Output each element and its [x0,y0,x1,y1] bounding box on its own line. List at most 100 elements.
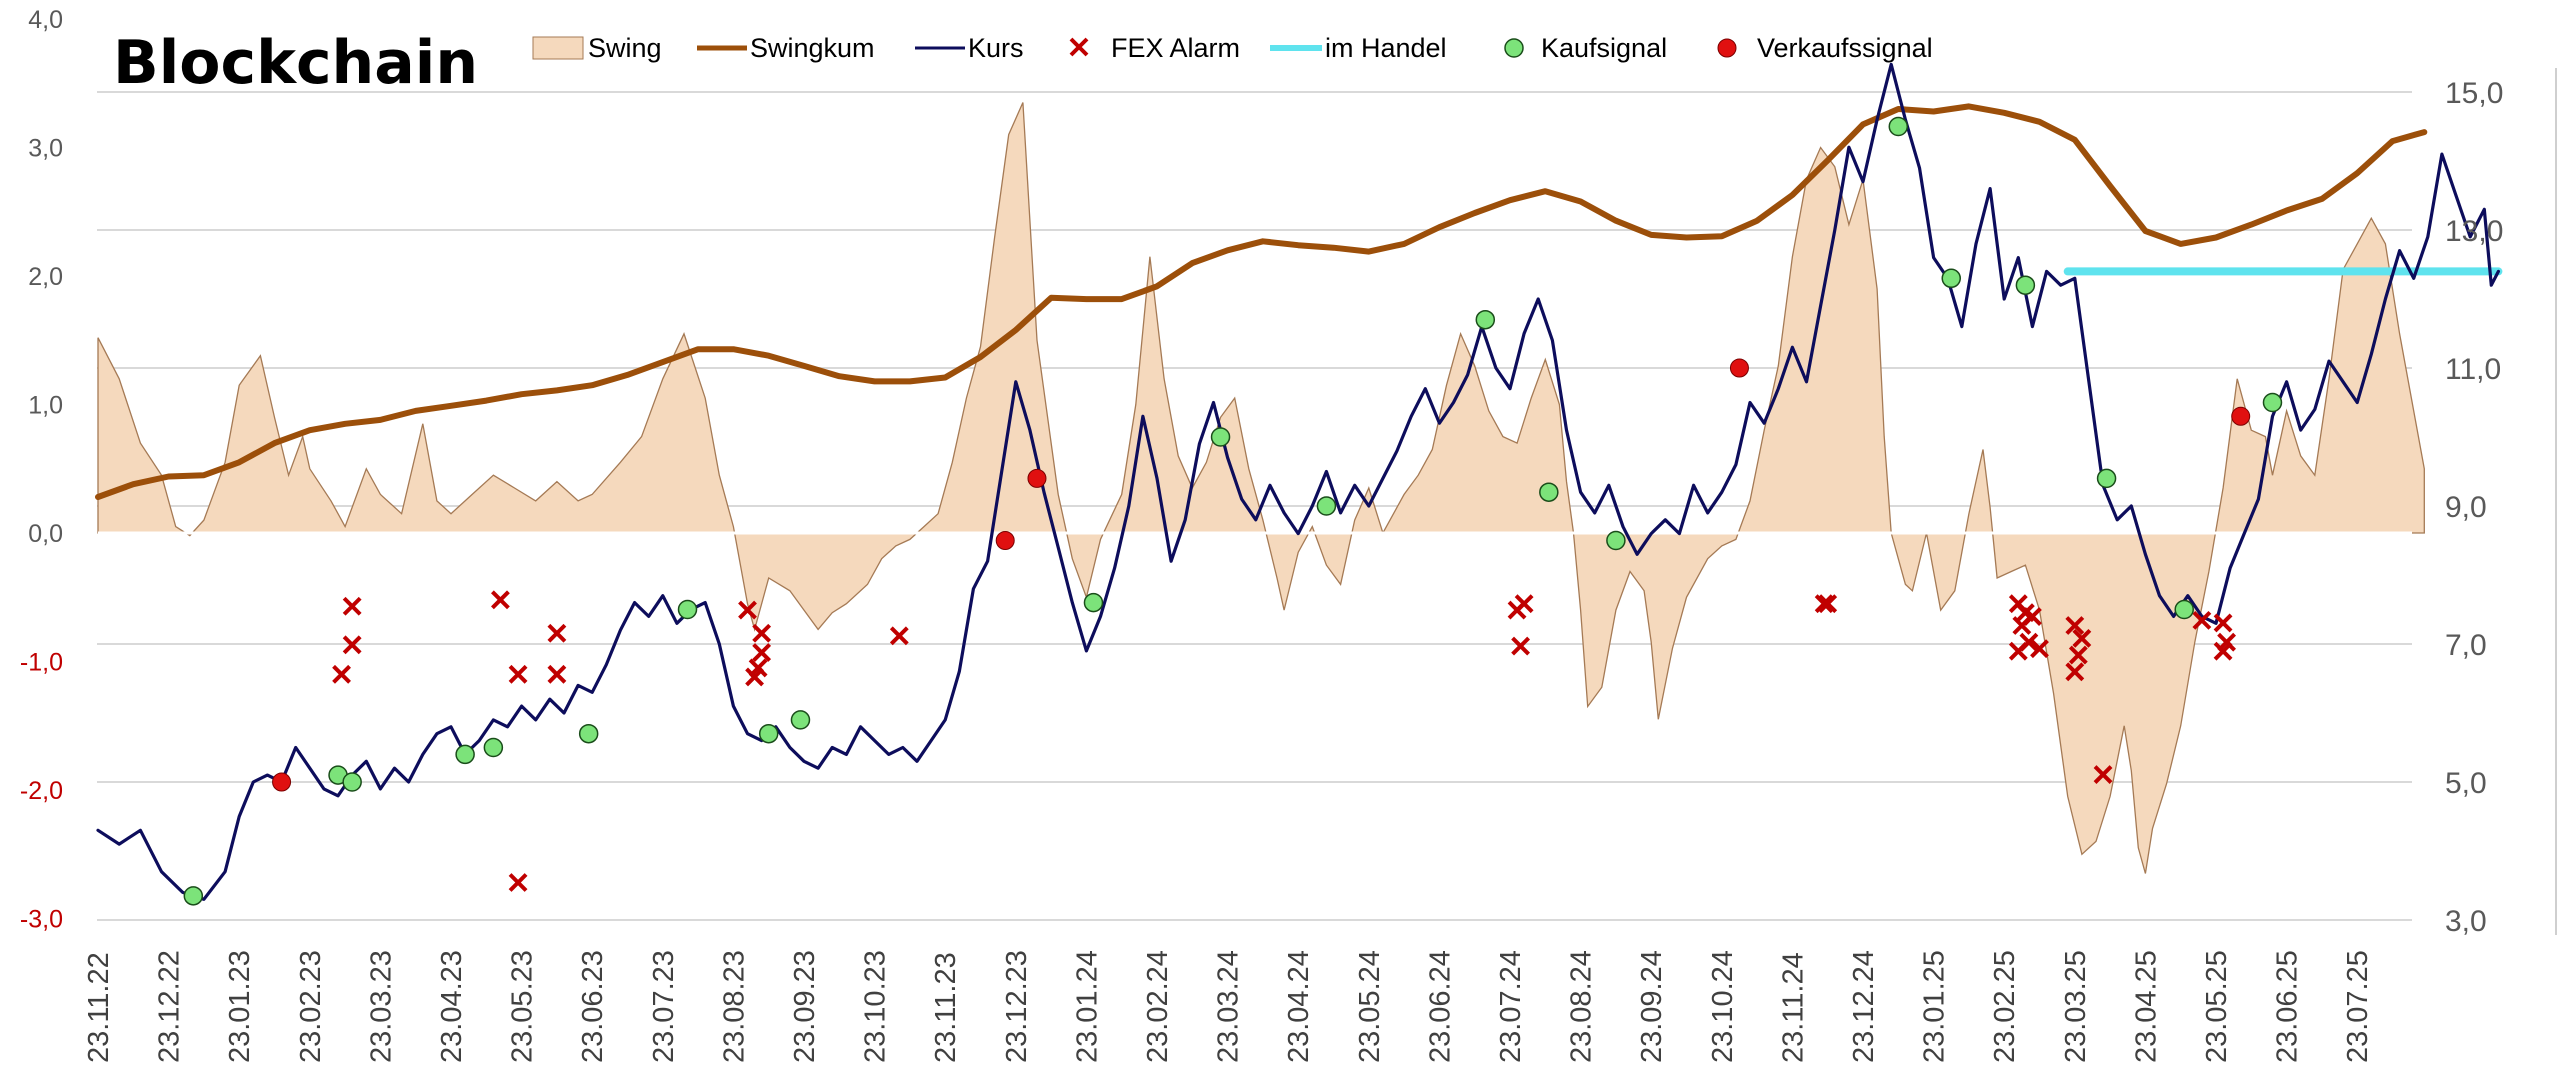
fex-alarm-marker [342,596,362,616]
y-right-tick-label: 9,0 [2445,491,2487,524]
fex-alarm-marker [2068,645,2088,665]
x-tick-label: 23.06.24 [1424,950,1456,1063]
x-tick-label: 23.04.24 [1283,950,1315,1063]
fex-alarm-marker [752,643,772,662]
legend-swatch-fex [1069,37,1089,57]
legend-label-fex: FEX Alarm [1111,33,1240,63]
fex-alarm-marker [2093,765,2113,784]
kaufsignal-marker [2262,392,2283,413]
legend-label-kurs: Kurs [968,33,1024,63]
kaufsignal-marker [2174,599,2194,620]
kaufsignal-marker [1539,482,1559,502]
x-tick-label: 23.05.23 [507,950,539,1063]
x-tick-label: 23.12.22 [154,950,186,1063]
kaufsignal-marker [790,710,811,730]
kaufsignal-marker [1888,116,1909,137]
fex-alarm-marker [738,600,757,620]
legend-item-im-handel: im Handel [1270,33,1447,63]
x-tick-label: 23.12.23 [1001,950,1033,1063]
y-left-tick-label: 2,0 [28,263,63,291]
kaufsignal-marker [1083,592,1104,613]
y-right-tick-label: 13,0 [2445,215,2503,248]
legend-item-swingkum: Swingkum [697,33,875,63]
fex-alarm-marker [1507,600,1527,620]
x-tick-label: 23.05.24 [1354,950,1386,1063]
x-tick-label: 23.10.23 [860,950,892,1063]
fex-alarm-marker [2065,616,2085,635]
x-tick-label: 23.07.23 [648,950,680,1063]
fex-alarm-marker [745,667,764,687]
legend-swatch-swing [532,36,584,60]
legend-swatch-verkauf [1717,38,1737,58]
x-tick-label: 23.12.24 [1848,950,1880,1063]
x-tick-label: 23.02.24 [1142,950,1174,1063]
x-tick-label: 23.09.24 [1636,950,1668,1063]
x-tick-label: 23.03.24 [1213,950,1245,1063]
fex-alarm-marker [2008,641,2028,661]
fex-alarm-marker [2213,641,2233,661]
fex-alarm-marker [547,623,567,643]
verkaufssignal-marker [1729,358,1749,378]
x-tick-label: 23.01.24 [1071,950,1103,1063]
x-tick-label: 23.11.22 [83,952,115,1063]
y-right-tick-label: 7,0 [2445,629,2487,662]
x-tick-label: 23.06.25 [2272,950,2304,1063]
x-tick-label: 23.02.23 [295,950,327,1063]
kaufsignal-marker [483,737,504,758]
legend-label-kauf: Kaufsignal [1541,33,1667,63]
right-axis: 15,0 13,0 11,0 9,0 7,0 5,0 3,0 [2445,68,2557,938]
kaufsignal-marker [2096,468,2117,489]
verkaufssignal-marker [1027,468,1047,488]
y-left-tick-label: -1,0 [20,649,63,677]
kaufsignal-marker [183,886,204,906]
kaufsignal-marker [342,772,362,792]
legend-item-kurs: Kurs [915,33,1024,63]
legend-item-swing: Swing [532,33,662,63]
fex-alarm-marker [2030,639,2049,659]
kaufsignal-marker [758,723,779,744]
verkaufssignal-marker [2231,406,2251,426]
swing-area-layer [97,102,2425,874]
fex-alarm-marker [889,626,909,646]
x-tick-label: 23.07.25 [2342,950,2374,1063]
x-tick-label: 23.08.24 [1566,950,1598,1063]
y-right-tick-label: 5,0 [2445,767,2487,800]
fex-alarm-marker [2023,607,2042,626]
x-tick-label: 23.04.25 [2130,950,2162,1063]
chart-title: Blockchain [113,28,478,98]
kaufsignal-marker [1941,268,1961,289]
fex-alarm-marker [508,664,528,684]
legend-swatch-kauf [1504,38,1524,58]
legend-label-swingkum: Swingkum [750,33,875,63]
kaufsignal-marker [1475,309,1496,330]
kurs-line-layer [96,62,2500,901]
x-tick-label: 23.06.23 [577,950,609,1063]
fex-alarm-layer [332,590,2237,892]
y-left-tick-label: -3,0 [20,906,63,934]
fex-alarm-marker [2072,628,2092,648]
x-tick-label: 23.11.24 [1777,952,1809,1063]
verkaufssignal-marker [272,772,292,792]
x-tick-label: 23.07.24 [1495,950,1527,1063]
fex-alarm-marker [342,635,362,655]
x-tick-label: 23.03.25 [2060,950,2092,1063]
x-tick-label: 23.02.25 [1989,950,2021,1063]
swingkum-line [95,103,2428,500]
fex-alarm-marker [332,664,351,684]
x-tick-label: 23.01.25 [1919,950,1951,1063]
y-right-tick-label: 15,0 [2445,77,2503,110]
x-tick-label: 23.04.23 [436,950,468,1063]
x-tick-label: 23.08.23 [718,950,750,1063]
fex-alarm-marker [1511,636,1531,656]
swing-area [97,102,2425,874]
x-tick-label: 23.09.23 [789,950,821,1063]
fex-alarm-marker [2065,662,2085,682]
fex-alarm-marker [1814,594,1834,614]
fex-alarm-marker [547,664,567,684]
x-axis: 23.11.22 23.12.22 23.01.23 23.02.23 23.03.23… [83,950,2374,1063]
x-tick-label: 23.01.23 [224,950,256,1063]
legend-item-fex-alarm: FEX Alarm [1069,33,1240,63]
fex-alarm-marker [2192,610,2212,630]
